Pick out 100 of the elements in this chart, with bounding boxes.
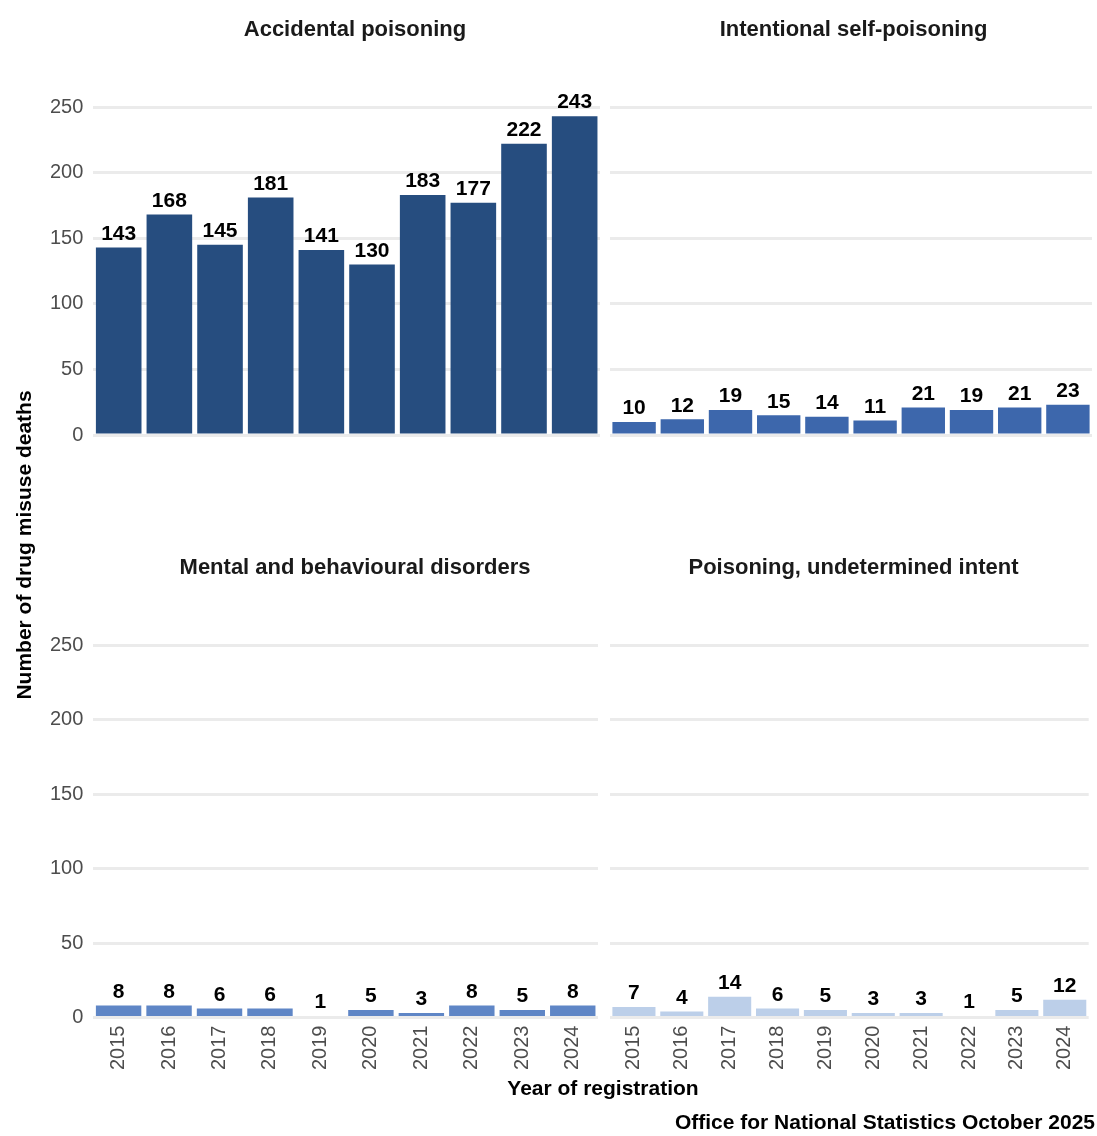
- x-tick-label: 2015: [106, 1025, 129, 1071]
- y-tick-label: 50: [61, 356, 84, 379]
- bar: [95, 247, 142, 434]
- data-label: 12: [670, 392, 694, 416]
- bar: [1043, 999, 1087, 1017]
- data-label: 5: [819, 983, 832, 1007]
- data-label: 10: [622, 395, 646, 419]
- data-label: 6: [213, 981, 226, 1005]
- data-label: 8: [566, 978, 579, 1002]
- bar: [998, 407, 1042, 434]
- x-tick-label: 2018: [257, 1025, 280, 1071]
- y-tick-label: 0: [72, 1005, 84, 1028]
- x-tick-label: 2020: [358, 1025, 381, 1071]
- chart-title: Intentional self-poisoning: [718, 16, 989, 42]
- x-tick-label: 2023: [1004, 1025, 1027, 1071]
- bar: [805, 416, 849, 434]
- x-tick-label: 2017: [207, 1025, 230, 1071]
- data-label: 3: [915, 986, 927, 1010]
- data-label: 183: [405, 168, 441, 192]
- x-tick-label: 2018: [765, 1025, 788, 1071]
- data-label: 8: [112, 978, 125, 1002]
- bar: [298, 250, 345, 434]
- x-tick-label: 2017: [717, 1025, 740, 1071]
- chart-title: Poisoning, undetermined intent: [687, 554, 1020, 580]
- x-tick-label: 2020: [860, 1025, 883, 1071]
- data-label: 181: [253, 170, 289, 194]
- data-label: 177: [455, 176, 491, 200]
- x-tick-label: 2016: [669, 1025, 692, 1071]
- bar: [146, 214, 193, 434]
- x-tick-label: 2022: [956, 1025, 979, 1071]
- data-label: 243: [557, 89, 593, 113]
- y-tick-label: 0: [72, 422, 84, 445]
- bar: [399, 194, 446, 434]
- x-tick-label: 2021: [908, 1025, 931, 1071]
- bar: [247, 197, 294, 434]
- data-label: 145: [202, 218, 238, 242]
- bar: [551, 116, 598, 434]
- bar: [851, 1013, 895, 1017]
- data-label: 3: [415, 986, 428, 1010]
- data-label: 222: [506, 117, 542, 141]
- data-label: 19: [718, 383, 743, 407]
- bar: [708, 996, 752, 1017]
- x-tick-label: 2021: [408, 1025, 431, 1071]
- x-tick-label: 2019: [307, 1025, 330, 1071]
- bar: [612, 421, 656, 434]
- y-tick-label: 250: [49, 94, 84, 117]
- bar: [853, 420, 897, 434]
- y-tick-label: 250: [49, 632, 84, 655]
- y-tick-label: 150: [49, 225, 84, 248]
- data-label: 130: [354, 237, 390, 261]
- bar: [901, 407, 945, 434]
- bar: [949, 410, 994, 434]
- x-tick-label: 2019: [812, 1025, 835, 1071]
- data-label: 8: [163, 978, 176, 1002]
- data-label: 6: [771, 981, 784, 1005]
- y-axis-title: Number of drug misuse deaths: [12, 390, 36, 700]
- data-label: 5: [516, 983, 529, 1007]
- data-label: 15: [767, 388, 791, 412]
- data-label: 5: [365, 983, 378, 1007]
- bar: [197, 244, 243, 434]
- bar: [708, 410, 753, 434]
- data-label: 4: [675, 984, 688, 1008]
- data-label: 7: [628, 980, 640, 1004]
- bar: [612, 1007, 656, 1017]
- chart-title: Accidental poisoning: [242, 16, 468, 42]
- data-label: 168: [151, 187, 188, 211]
- data-label: 21: [1008, 380, 1032, 404]
- data-label: 5: [1011, 983, 1024, 1007]
- bar: [660, 1011, 704, 1017]
- y-tick-label: 150: [49, 781, 84, 804]
- bar: [995, 1010, 1039, 1017]
- bar: [757, 415, 801, 434]
- x-tick-label: 2023: [509, 1025, 532, 1071]
- data-label: 141: [303, 223, 340, 247]
- data-label: 8: [465, 978, 478, 1002]
- data-label: 11: [864, 393, 887, 417]
- x-tick-label: 2015: [621, 1025, 644, 1071]
- bar: [756, 1008, 800, 1017]
- x-tick-label: 2022: [459, 1025, 482, 1071]
- y-tick-label: 200: [49, 160, 84, 183]
- chart-title: Mental and behavioural disorders: [178, 554, 532, 580]
- y-tick-label: 200: [49, 707, 84, 730]
- y-tick-label: 100: [49, 291, 84, 314]
- bar: [1046, 404, 1090, 434]
- bar: [501, 143, 547, 434]
- data-label: 14: [717, 969, 742, 993]
- bar: [450, 202, 497, 434]
- bar: [899, 1013, 943, 1017]
- bar: [803, 1010, 847, 1017]
- data-label: 1: [963, 989, 976, 1013]
- x-tick-label: 2024: [1052, 1025, 1075, 1071]
- data-label: 3: [867, 986, 880, 1010]
- data-label: 19: [959, 383, 984, 407]
- x-tick-label: 2024: [560, 1025, 583, 1071]
- x-axis-title: Year of registration: [507, 1076, 699, 1100]
- data-label: 21: [911, 380, 936, 404]
- data-label: 1: [314, 989, 327, 1013]
- data-label: 23: [1056, 378, 1080, 402]
- data-label: 12: [1053, 972, 1077, 996]
- data-label: 14: [815, 389, 839, 413]
